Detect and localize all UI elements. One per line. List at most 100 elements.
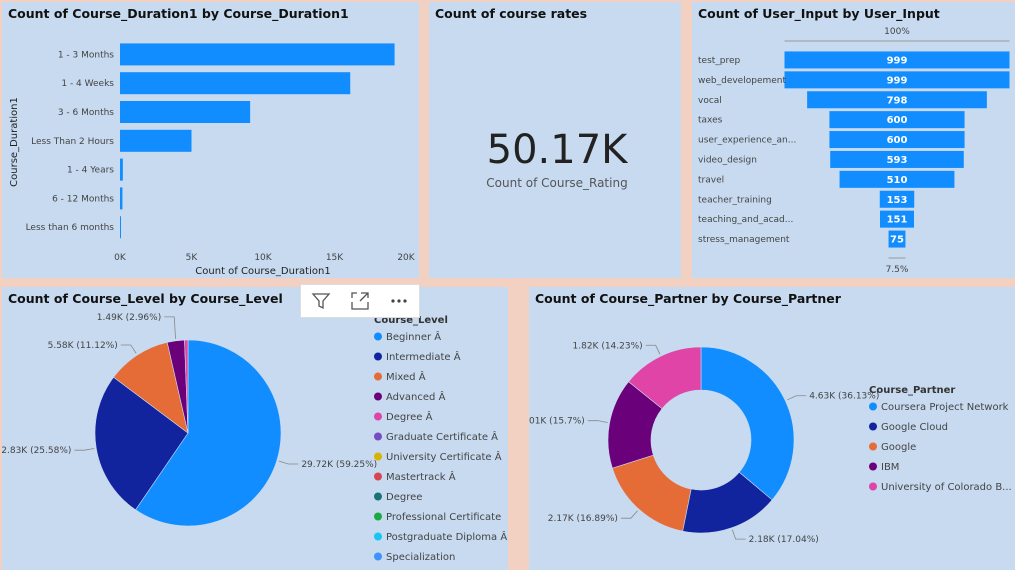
legend-marker bbox=[374, 512, 382, 521]
partner-chart-panel[interactable]: Count of Course_Partner by Course_Partne… bbox=[529, 287, 1015, 570]
level-chart-panel[interactable]: Count of Course_Level by Course_Level 29… bbox=[2, 287, 508, 570]
funnel-chart-title: Count of User_Input by User_Input bbox=[698, 6, 940, 21]
duration-bar-chart[interactable]: 1 - 3 Months 1 - 4 Weeks 3 - 6 Months Less … bbox=[2, 2, 419, 278]
legend-marker bbox=[374, 452, 382, 461]
slice[interactable] bbox=[94, 376, 189, 511]
leader-line bbox=[74, 448, 95, 451]
legend-item: Graduate Certificate Â bbox=[386, 430, 498, 443]
leader-line bbox=[120, 344, 137, 354]
bar[interactable] bbox=[120, 158, 123, 181]
filter-icon bbox=[311, 293, 330, 310]
bar[interactable] bbox=[120, 187, 123, 210]
x-tick-label: 5K bbox=[186, 253, 199, 263]
legend-item: Google Cloud bbox=[881, 422, 948, 433]
funnel-bar[interactable] bbox=[784, 71, 1010, 89]
legend-item: Beginner Â bbox=[386, 330, 441, 343]
filter-button[interactable] bbox=[301, 285, 340, 317]
funnel-bar[interactable] bbox=[879, 190, 915, 208]
legend-item: Mastertrack Â bbox=[386, 470, 456, 483]
funnel-bar[interactable] bbox=[829, 131, 965, 149]
legend-item: Professional Certificate bbox=[386, 512, 501, 523]
funnel-bar[interactable] bbox=[879, 210, 915, 228]
duration-chart-panel[interactable]: Count of Course_Duration1 by Course_Dura… bbox=[2, 2, 419, 278]
x-tick-label: 10K bbox=[254, 253, 272, 263]
funnel-bar[interactable] bbox=[784, 51, 1010, 69]
x-tick-label: 20K bbox=[397, 253, 415, 263]
leader-line bbox=[731, 529, 746, 540]
slice-data-label: 2.01K (15.7%) bbox=[529, 417, 585, 427]
funnel-category-label: stress_management bbox=[698, 235, 790, 245]
bar[interactable] bbox=[120, 129, 192, 152]
bar[interactable] bbox=[120, 72, 351, 95]
slice[interactable] bbox=[113, 341, 189, 434]
funnel-bar[interactable] bbox=[807, 91, 987, 109]
x-axis-label: Count of Course_Duration1 bbox=[195, 266, 330, 277]
card-value: 50.17K bbox=[487, 127, 630, 173]
funnel-bar[interactable] bbox=[830, 150, 964, 168]
slice-data-label: 5.58K (11.12%) bbox=[48, 341, 118, 351]
slice[interactable] bbox=[135, 339, 282, 527]
legend-marker bbox=[374, 472, 382, 481]
funnel-category-label: video_design bbox=[698, 155, 757, 165]
card-canvas: 50.17K Count of Course_Rating bbox=[486, 127, 630, 190]
legend-marker bbox=[374, 432, 382, 441]
slice[interactable] bbox=[184, 339, 189, 434]
funnel-bottom-percent: 7.5% bbox=[886, 265, 909, 275]
level-pie-chart[interactable]: 29.72K (59.25%) 12.83K (25.58%) 5.58K (11.… bbox=[2, 287, 508, 570]
legend-item: Degree bbox=[386, 492, 422, 503]
funnel-value-label: 999 bbox=[887, 55, 908, 66]
rating-card-panel[interactable]: Count of course rates 50.17K Count of Co… bbox=[429, 2, 681, 278]
legend-marker bbox=[869, 462, 877, 471]
slice[interactable] bbox=[700, 346, 795, 501]
slice[interactable] bbox=[611, 454, 692, 532]
visual-toolbar bbox=[300, 284, 420, 318]
funnel-chart[interactable]: 100% 999 test_prep 999 web_developement 798 vo… bbox=[692, 2, 1015, 278]
partner-donut-chart[interactable]: 4.63K (36.13%) 2.18K (17.04%) 2.17K (16.89… bbox=[529, 287, 1015, 570]
funnel-category-label: test_prep bbox=[698, 56, 741, 66]
category-label: 1 - 4 Years bbox=[67, 166, 114, 176]
legend-marker bbox=[869, 422, 877, 431]
funnel-category-label: teaching_and_acad... bbox=[698, 215, 793, 225]
funnel-bar[interactable] bbox=[829, 111, 965, 129]
legend-item: University of Colorado B... bbox=[881, 482, 1012, 493]
partner-chart-title: Count of Course_Partner by Course_Partne… bbox=[535, 291, 841, 306]
category-label: 1 - 3 Months bbox=[58, 50, 114, 60]
legend-item: Postgraduate Diploma Â bbox=[386, 530, 507, 543]
legend-marker bbox=[869, 402, 877, 411]
legend-marker bbox=[374, 532, 382, 541]
legend-marker bbox=[374, 372, 382, 381]
slice-data-label: 29.72K (59.25%) bbox=[301, 460, 377, 470]
bar[interactable] bbox=[120, 101, 251, 123]
funnel-value-label: 600 bbox=[887, 115, 908, 126]
slice[interactable] bbox=[628, 346, 702, 410]
legend-item: University Certificate Â bbox=[386, 450, 502, 463]
legend-marker bbox=[374, 552, 382, 561]
legend-marker bbox=[869, 442, 877, 451]
y-axis-label: Course_Duration1 bbox=[9, 97, 20, 187]
bar[interactable] bbox=[120, 216, 121, 239]
legend-item: Intermediate Â bbox=[386, 350, 461, 363]
funnel-bar[interactable] bbox=[839, 170, 955, 188]
focus-mode-icon bbox=[350, 292, 369, 310]
slice-data-label: 1.82K (14.23%) bbox=[573, 341, 643, 351]
x-tick-label: 0K bbox=[114, 253, 127, 263]
funnel-category-label: teacher_training bbox=[698, 195, 772, 205]
funnel-value-label: 153 bbox=[887, 195, 908, 206]
funnel-category-label: vocal bbox=[698, 96, 722, 106]
category-label: Less than 6 months bbox=[26, 223, 115, 233]
funnel-bar[interactable] bbox=[888, 230, 906, 248]
focus-mode-button[interactable] bbox=[340, 285, 379, 317]
funnel-category-label: web_developement bbox=[698, 76, 786, 86]
card-label: Count of Course_Rating bbox=[486, 176, 627, 190]
legend-item: IBM bbox=[881, 462, 899, 473]
slice-data-label: 12.83K (25.58%) bbox=[2, 446, 71, 456]
leader-line bbox=[587, 420, 608, 423]
leader-line bbox=[645, 344, 661, 355]
slice-data-label: 2.17K (16.89%) bbox=[548, 514, 618, 524]
funnel-chart-panel[interactable]: Count of User_Input by User_Input 100% 99… bbox=[692, 2, 1015, 278]
bar[interactable] bbox=[120, 43, 395, 66]
more-options-icon bbox=[390, 299, 407, 303]
more-options-button[interactable] bbox=[379, 285, 418, 317]
x-tick-label: 15K bbox=[326, 253, 344, 263]
funnel-category-label: travel bbox=[698, 175, 724, 185]
